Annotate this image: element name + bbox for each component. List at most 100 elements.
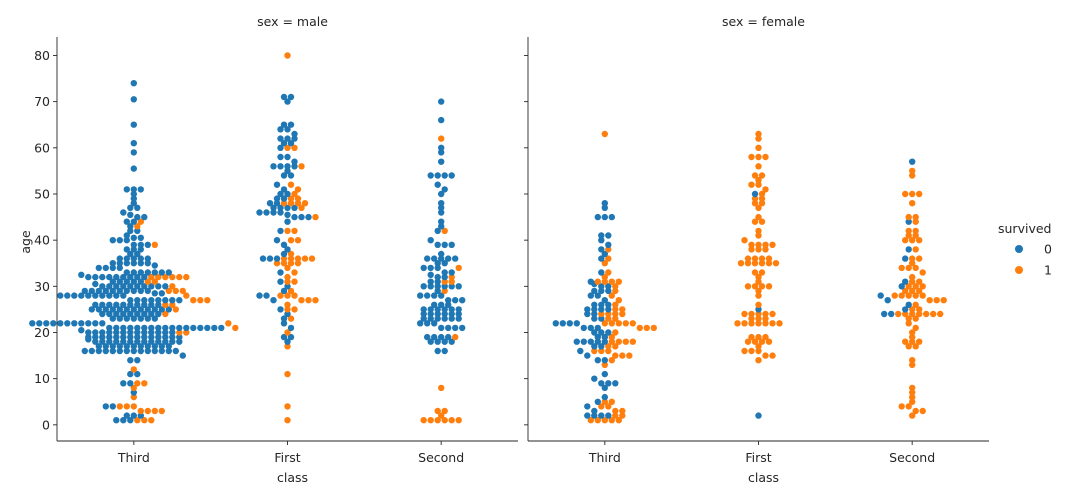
swarm-point xyxy=(280,250,288,258)
swarm-point xyxy=(905,232,912,239)
panel-female: sex = female Third First Second xyxy=(524,14,989,465)
swarm-point xyxy=(78,271,85,278)
swarm-point xyxy=(183,329,190,336)
swarm-point xyxy=(284,343,291,350)
swarm-point xyxy=(155,333,162,341)
swarm-point xyxy=(162,297,169,304)
swarm-point xyxy=(909,398,916,405)
swarm-point xyxy=(755,315,762,322)
swarm-point xyxy=(919,269,926,276)
swarm-point xyxy=(587,292,594,299)
swarm-point xyxy=(127,297,134,304)
swarm-point xyxy=(116,264,124,272)
swarm-point xyxy=(305,297,312,304)
swarm-point xyxy=(57,292,64,299)
swarm-point xyxy=(284,246,291,253)
swarm-point xyxy=(280,315,288,322)
swarm-point xyxy=(256,209,263,216)
swarm-point xyxy=(165,306,172,313)
swarm-point xyxy=(909,306,916,313)
swarm-point xyxy=(438,250,445,258)
swarm-point xyxy=(608,278,615,285)
swarm-point xyxy=(612,380,619,387)
swarm-point xyxy=(294,186,302,193)
swarm-point xyxy=(619,407,626,415)
swarm-point xyxy=(218,324,225,332)
swarm-point xyxy=(172,347,179,355)
swarm-point xyxy=(905,343,912,350)
swarm-point xyxy=(134,333,141,341)
swarm-point xyxy=(448,278,455,285)
swarm-point xyxy=(109,260,117,267)
swarm-point xyxy=(755,347,762,355)
swarm-point xyxy=(755,144,762,151)
swarm-point xyxy=(424,333,431,341)
swarm-point xyxy=(291,163,298,170)
swarm-point xyxy=(608,417,615,424)
x-tick-label-third: Third xyxy=(117,450,150,465)
swarm-point xyxy=(909,384,916,392)
swarm-point xyxy=(438,158,445,165)
swarm-point xyxy=(284,292,291,299)
swarm-point xyxy=(312,213,319,221)
swarm-point xyxy=(151,343,158,350)
swarm-point xyxy=(284,273,291,281)
swarm-point xyxy=(116,315,124,322)
swarm-point xyxy=(448,172,455,179)
swarm-point xyxy=(601,320,608,327)
swarm-point xyxy=(284,218,291,225)
swarm-point xyxy=(92,329,99,336)
swarm-point xyxy=(758,218,766,225)
swarm-point xyxy=(438,209,445,216)
swarm-point xyxy=(584,412,591,419)
swarm-point xyxy=(919,292,926,299)
swarm-point xyxy=(612,283,619,290)
swarm-point xyxy=(266,255,274,262)
swarm-point xyxy=(144,241,151,248)
swarm-point xyxy=(762,153,769,161)
swarm-point xyxy=(287,121,295,128)
swarm-point xyxy=(769,320,776,327)
swarm-point xyxy=(197,297,204,304)
swarm-point xyxy=(909,412,916,419)
swarm-point xyxy=(626,352,633,359)
swarm-point xyxy=(926,297,933,304)
swarm-point xyxy=(905,315,912,322)
swarm-point xyxy=(141,301,148,308)
swarm-point xyxy=(287,181,295,188)
swarm-point xyxy=(294,260,302,267)
swarm-point xyxy=(308,255,316,262)
swarm-point xyxy=(601,398,608,405)
swarm-point xyxy=(762,315,769,322)
swarm-point xyxy=(106,338,113,345)
swarm-point xyxy=(130,218,137,225)
swarm-point xyxy=(95,287,103,295)
swarm-point xyxy=(284,306,291,313)
swarm-point xyxy=(909,190,916,198)
swarm-point xyxy=(148,417,155,424)
swarm-point xyxy=(81,287,89,295)
swarm-point xyxy=(99,320,106,327)
swarm-point xyxy=(912,232,919,239)
swarm-point xyxy=(151,407,158,415)
swarm-point xyxy=(127,211,134,218)
swarm-point xyxy=(427,271,434,278)
swarm-point xyxy=(169,333,176,341)
swarm-point xyxy=(169,301,176,308)
swarm-point xyxy=(99,338,106,345)
swarm-point xyxy=(612,310,619,318)
swarm-point xyxy=(113,292,120,299)
swarm-point xyxy=(109,287,117,295)
swarm-point xyxy=(144,278,151,285)
swarm-point xyxy=(909,361,916,368)
swarm-point xyxy=(909,200,916,207)
swarm-point xyxy=(99,283,106,290)
swarm-point xyxy=(64,320,71,327)
swarm-point xyxy=(284,310,291,318)
swarm-point xyxy=(123,246,130,253)
swarm-point xyxy=(427,237,434,244)
swarm-point xyxy=(912,227,919,235)
swarm-point xyxy=(448,306,455,313)
swarm-point xyxy=(155,283,162,290)
swarm-point xyxy=(158,290,165,297)
